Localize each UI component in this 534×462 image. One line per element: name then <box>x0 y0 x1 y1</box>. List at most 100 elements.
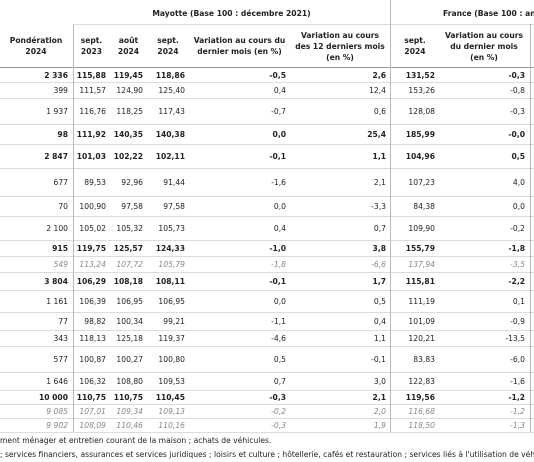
column-header-text: Variation au cours du dernier mois (en %… <box>444 30 524 62</box>
table-cell: 110,75 <box>113 392 143 402</box>
column-rule <box>390 0 391 432</box>
row-rule <box>0 418 534 419</box>
table-cell: 106,29 <box>76 276 106 286</box>
table-cell: 106,32 <box>79 376 106 386</box>
table-cell: 99,21 <box>163 316 185 326</box>
table-cell: 109,53 <box>158 376 185 386</box>
table-cell: -4,6 <box>271 333 286 343</box>
column-header: sept. 2023 <box>73 24 110 68</box>
table-cell: -1,3 <box>510 420 525 430</box>
table-cell: 107,01 <box>79 406 106 416</box>
table-cell: 0,5 <box>273 354 286 364</box>
table-cell: 110,75 <box>76 392 106 402</box>
table-cell: 109,34 <box>116 406 143 416</box>
table-cell: 91,44 <box>163 177 185 187</box>
table-cell: 0,7 <box>273 376 286 386</box>
table-cell: 140,35 <box>113 129 143 139</box>
table-cell: 12,4 <box>369 85 386 95</box>
table-cell: 84,38 <box>413 201 435 211</box>
row-rule <box>0 144 534 145</box>
table-cell: -3,3 <box>371 201 386 211</box>
table-cell: 9 902 <box>46 420 68 430</box>
table-cell: 100,87 <box>79 354 106 364</box>
column-rule <box>530 24 531 432</box>
table-cell: 2,6 <box>372 70 386 80</box>
row-rule <box>0 124 534 125</box>
table-cell: 140,38 <box>155 129 185 139</box>
footnote: ; services financiers, assurances et ser… <box>0 450 534 459</box>
table-cell: -0,2 <box>510 223 525 233</box>
table-cell: 104,96 <box>405 151 435 161</box>
table-cell: 2 847 <box>44 151 68 161</box>
table-cell: 3,0 <box>373 376 386 386</box>
table-cell: -1,1 <box>271 316 286 326</box>
table-cell: 105,32 <box>116 223 143 233</box>
table-cell: 125,18 <box>116 333 143 343</box>
table-cell: 2,1 <box>373 177 386 187</box>
table-cell: 109,13 <box>158 406 185 416</box>
table-cell: -0,8 <box>510 85 525 95</box>
table-cell: 0,7 <box>373 223 386 233</box>
row-rule <box>0 216 534 217</box>
column-rule <box>73 24 74 432</box>
table-cell: 100,34 <box>116 316 143 326</box>
table-cell: 0,0 <box>273 296 286 306</box>
table-cell: 2 336 <box>44 70 68 80</box>
table-cell: -1,6 <box>271 177 286 187</box>
table-cell: -2,2 <box>508 276 525 286</box>
table-cell: 118,13 <box>79 333 106 343</box>
table-cell: 110,45 <box>155 392 185 402</box>
table-cell: -0,3 <box>508 70 525 80</box>
table-cell: 155,79 <box>405 243 435 253</box>
column-header-text: Variation au cours du dernier mois (en %… <box>193 36 286 56</box>
table-cell: -0,1 <box>371 354 386 364</box>
table-cell: 100,90 <box>79 201 106 211</box>
table-cell: 106,39 <box>79 296 106 306</box>
table-cell: -0,5 <box>269 70 286 80</box>
table-cell: -1,0 <box>269 243 286 253</box>
table-cell: 119,75 <box>76 243 106 253</box>
table-cell: 110,46 <box>116 420 143 430</box>
table-cell: 0,0 <box>272 129 286 139</box>
table-cell: 101,09 <box>408 316 435 326</box>
table-cell: 0,5 <box>511 151 525 161</box>
row-rule <box>0 196 534 197</box>
table-cell: 549 <box>53 259 69 269</box>
table-cell: 9 085 <box>46 406 68 416</box>
table-cell: 1 161 <box>46 296 68 306</box>
column-header: août 2024 <box>110 24 147 68</box>
row-rule <box>0 168 534 169</box>
table-cell: 4,0 <box>512 177 525 187</box>
row-rule <box>0 432 534 433</box>
table-cell: -1,8 <box>508 243 525 253</box>
row-rule <box>0 240 534 241</box>
column-header-text: août 2024 <box>117 36 140 56</box>
table-cell: 0,4 <box>273 85 286 95</box>
table-cell: 115,81 <box>405 276 435 286</box>
column-header: Pondération 2024 <box>0 24 72 68</box>
row-rule <box>0 346 534 347</box>
row-rule <box>0 312 534 313</box>
table-cell: 122,83 <box>408 376 435 386</box>
table-cell: 125,57 <box>113 243 143 253</box>
table-cell: 115,88 <box>76 70 106 80</box>
table-cell: 111,19 <box>408 296 435 306</box>
column-header: sept. 2024 <box>147 24 189 68</box>
table-cell: 105,73 <box>158 223 185 233</box>
table-cell: -13,5 <box>505 333 525 343</box>
row-rule <box>0 98 534 99</box>
table-cell: 118,86 <box>155 70 185 80</box>
table-cell: 119,56 <box>405 392 435 402</box>
group-header: Mayotte (Base 100 : décembre 2021) <box>152 8 311 18</box>
table-cell: 185,99 <box>405 129 435 139</box>
table-cell: -1,6 <box>510 376 525 386</box>
column-header-text: sept. 2023 <box>80 36 103 56</box>
table-cell: -0,7 <box>271 106 286 116</box>
header-rule <box>0 67 534 68</box>
table-cell: 343 <box>53 333 69 343</box>
table-cell: 111,57 <box>79 85 106 95</box>
table-cell: 120,21 <box>408 333 435 343</box>
table-cell: 153,26 <box>408 85 435 95</box>
table-cell: -0,1 <box>269 276 286 286</box>
